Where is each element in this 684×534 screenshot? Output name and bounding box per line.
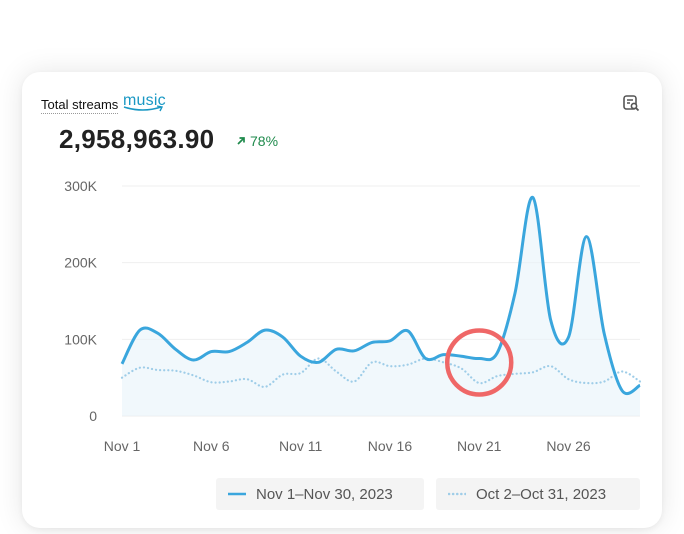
legend-previous-label: Oct 2–Oct 31, 2023 (476, 485, 607, 503)
y-tick-label: 0 (89, 408, 97, 424)
previous-series-line (120, 357, 642, 388)
legend-current-label: Nov 1–Nov 30, 2023 (256, 485, 393, 503)
export-button[interactable] (620, 92, 642, 114)
amazon-music-logo: music (123, 92, 166, 112)
y-tick-label: 300K (64, 178, 97, 194)
x-tick-label: Nov 1 (104, 438, 141, 454)
x-tick-label: Nov 11 (279, 438, 323, 454)
y-tick-label: 100K (64, 331, 97, 347)
export-report-icon (623, 95, 640, 112)
x-tick-label: Nov 16 (368, 438, 413, 454)
x-tick-label: Nov 6 (193, 438, 230, 454)
streams-line-chart: 0 100K 200K 300K Nov 1 Nov 6 Nov 11 Nov 16 Nov 2… (64, 178, 642, 454)
highlight-circle (444, 328, 514, 397)
legend-current-period[interactable]: Nov 1–Nov 30, 2023 (216, 478, 424, 510)
legend-dotted-line-swatch (448, 492, 466, 496)
current-series-line (120, 195, 641, 396)
x-tick-label: Nov 26 (546, 438, 591, 454)
y-tick-label: 200K (64, 255, 97, 271)
legend-previous-period[interactable]: Oct 2–Oct 31, 2023 (436, 478, 640, 510)
logo-text: music (123, 92, 166, 109)
legend-solid-line-swatch (228, 492, 246, 496)
change-percent: 78% (250, 133, 279, 149)
total-streams-label[interactable]: Total streams (41, 97, 119, 114)
change-indicator: 78% (236, 133, 278, 149)
x-tick-label: Nov 21 (457, 438, 502, 454)
logo-smile-icon (123, 105, 164, 112)
arrow-up-right-icon (237, 137, 245, 145)
current-series-area (122, 197, 640, 416)
total-streams-value: 2,958,963.90 (59, 124, 215, 154)
total-streams-card: Total streams music 2,958,963.90 78% 0 10… (22, 72, 662, 528)
